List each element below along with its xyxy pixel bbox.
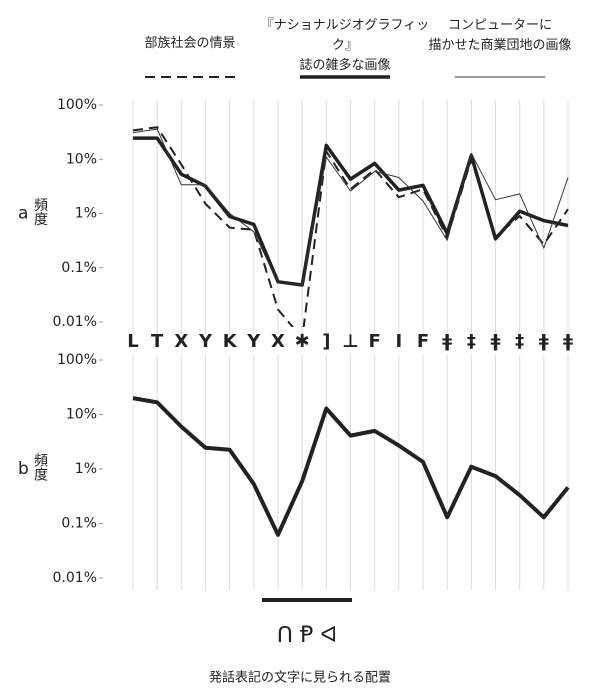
x-tick-label: I <box>395 331 402 352</box>
x-tick-label: F <box>417 331 429 352</box>
y-tick-label: 1% <box>75 461 97 477</box>
x-axis-label: 発話表記の文字に見られる配置 <box>209 670 391 686</box>
y-tick-label: 10% <box>66 151 97 167</box>
legend-label: コンピューターに 描かせた商業団地の画像 <box>428 18 572 53</box>
x-tick-label: K <box>223 331 238 352</box>
y-tick-label: 1% <box>75 206 97 222</box>
y-tick-label: 0.01% <box>53 570 97 586</box>
x-tick-label: ‡ <box>515 331 524 352</box>
annotation: ᑎ Ᵽ ᐊ <box>277 623 337 648</box>
x-tick-label: ǂ <box>491 331 501 352</box>
x-tick-label: X <box>174 331 188 352</box>
y-axis-label: 頻度 <box>32 198 48 226</box>
x-tick-label: Y <box>246 331 261 352</box>
plot-area <box>132 126 569 327</box>
data-line <box>132 396 570 537</box>
x-tick-label: T <box>151 331 164 352</box>
x-tick-label: Y <box>198 331 213 352</box>
y-tick-label: 0.1% <box>61 260 97 276</box>
panel-label: a <box>18 204 28 224</box>
y-tick-label: 100% <box>57 97 97 113</box>
x-tick-label: ǂ <box>442 331 452 352</box>
y-tick-label: 100% <box>57 352 97 368</box>
x-tick-label: L <box>127 331 138 352</box>
x-tick-label: ǂ <box>539 331 549 352</box>
x-tick-label: ǂ <box>563 331 573 352</box>
plot-area <box>132 396 570 537</box>
x-tick-label: ✱ <box>295 331 310 352</box>
legend-label: 部族社会の情景 <box>144 36 236 51</box>
data-line <box>133 136 569 287</box>
y-axis-label: 頻度 <box>32 453 48 481</box>
x-tick-label: F <box>369 331 381 352</box>
data-line <box>132 128 569 286</box>
x-tick-label: X <box>271 331 285 352</box>
y-tick-label: 0.01% <box>53 314 97 330</box>
panel-label: b <box>18 459 29 479</box>
x-tick-label: ⊥ <box>342 331 358 352</box>
legend-label: 『ナショナルジオグラフィック』 誌の雑多な画像 <box>260 18 430 73</box>
y-tick-label: 0.1% <box>61 516 97 532</box>
x-tick-label: ‡ <box>467 331 476 352</box>
x-tick-label: ] <box>322 331 330 352</box>
y-tick-label: 10% <box>66 407 97 423</box>
